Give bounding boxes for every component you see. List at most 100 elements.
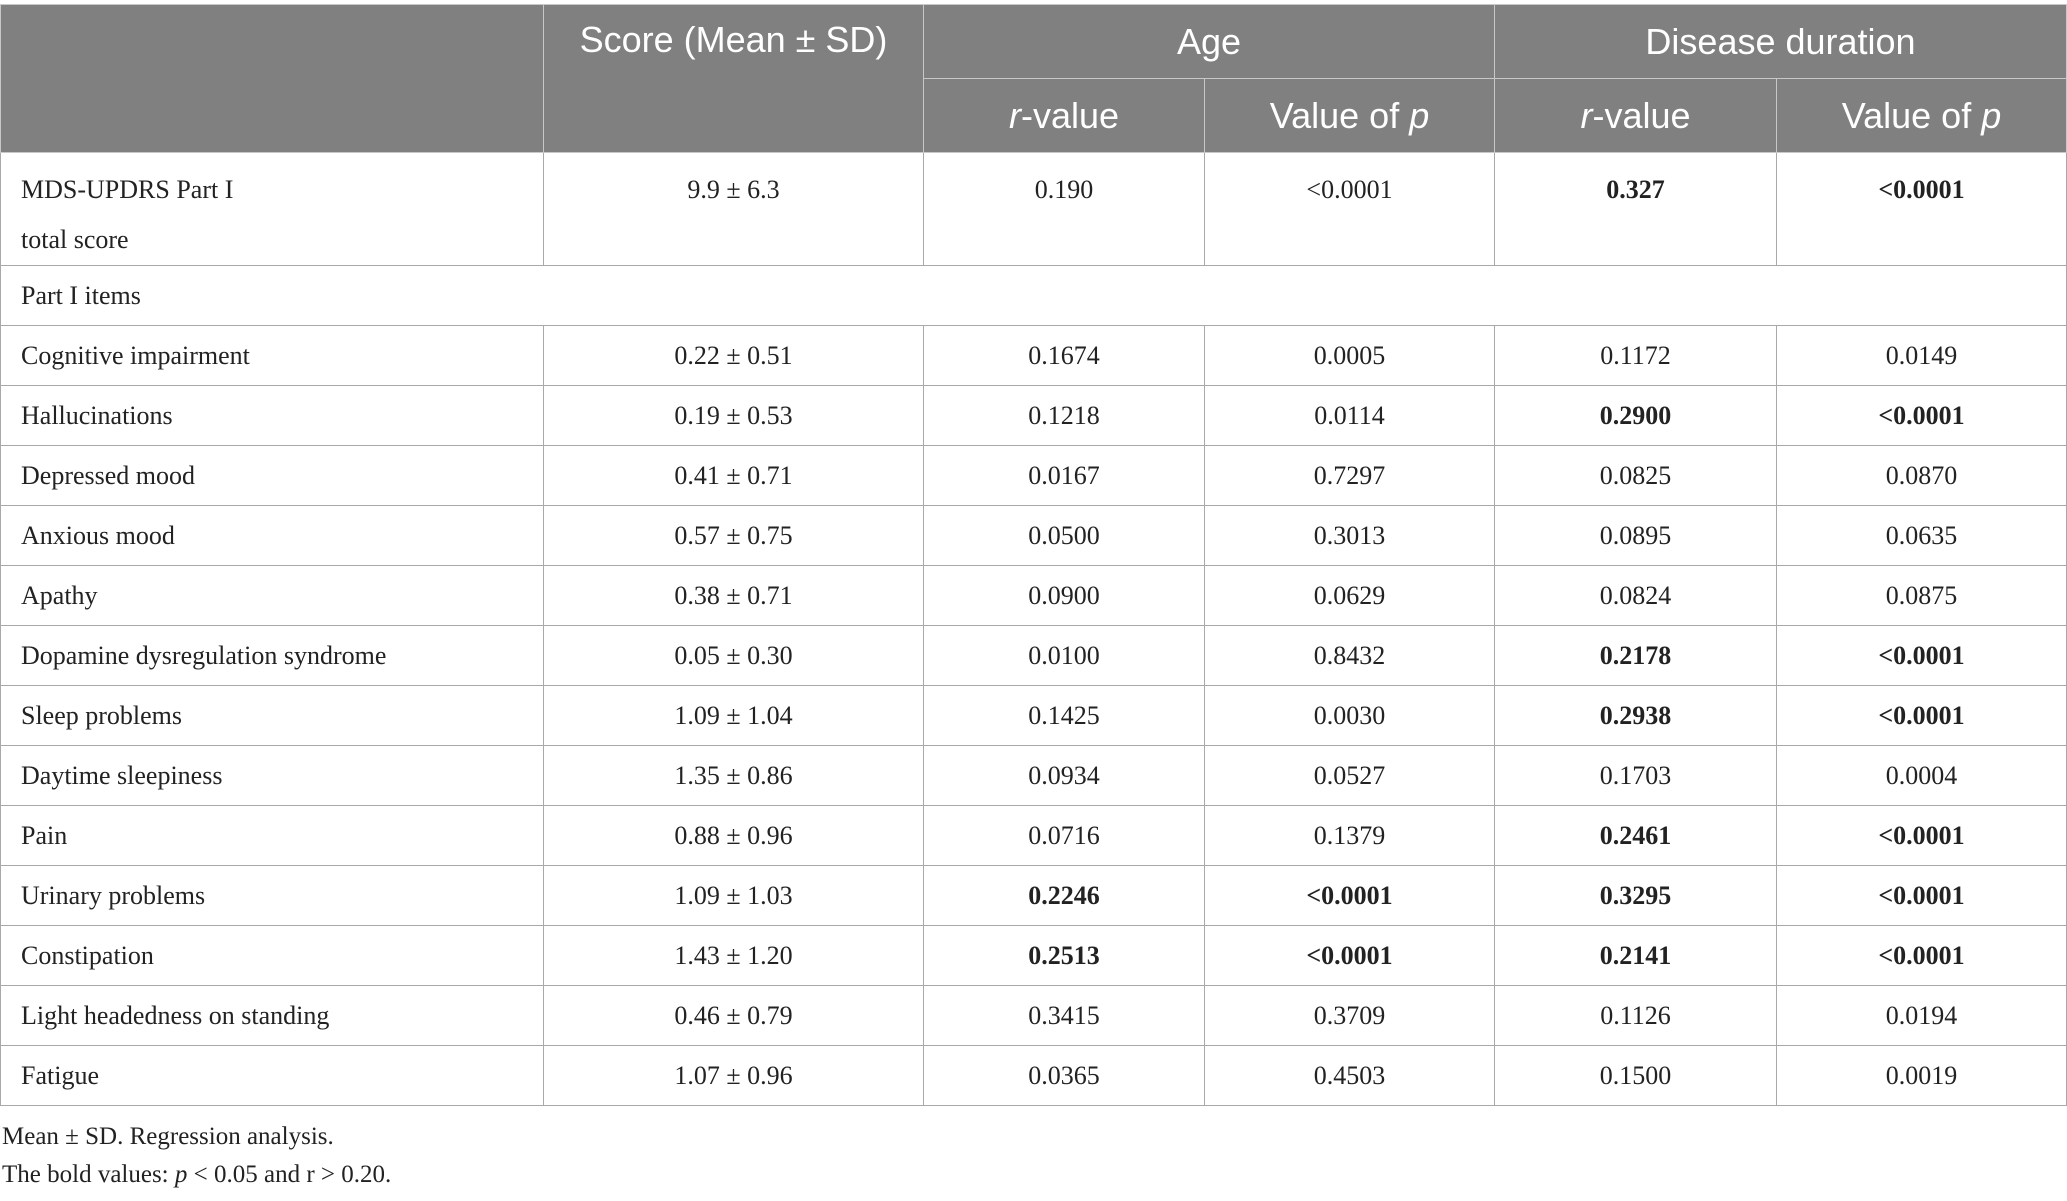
cell-age-p: 0.0527 — [1204, 745, 1495, 806]
total-label: MDS-UPDRS Part I total score — [0, 152, 544, 266]
table-row: Cognitive impairment 0.22 ± 0.51 0.1674 0.0… — [0, 325, 2067, 386]
cell-age-p: <0.0001 — [1204, 925, 1495, 986]
cell-dd-r: 0.2141 — [1494, 925, 1777, 986]
footnote-line1: Mean ± SD. Regression analysis. — [2, 1123, 334, 1150]
cell-age-r: 0.0365 — [923, 1045, 1205, 1106]
footnote-line2-prefix: The bold values: — [2, 1161, 175, 1188]
cell-age-r: 0.0500 — [923, 505, 1205, 566]
cell-dd-r: 0.2900 — [1494, 385, 1777, 446]
cell-label: Fatigue — [0, 1045, 544, 1106]
section-label: Part I items — [0, 265, 2067, 326]
cell-age-r: 0.2246 — [923, 865, 1205, 926]
table-row: Fatigue 1.07 ± 0.96 0.0365 0.4503 0.1500 0.00… — [0, 1045, 2067, 1106]
cell-age-r: 0.3415 — [923, 985, 1205, 1046]
cell-age-p: 0.1379 — [1204, 805, 1495, 866]
total-dd-r: 0.327 — [1494, 152, 1777, 266]
cell-label: Depressed mood — [0, 445, 544, 506]
cell-age-p: 0.7297 — [1204, 445, 1495, 506]
table-row: Constipation 1.43 ± 1.20 0.2513 <0.0001 0.21… — [0, 925, 2067, 986]
cell-dd-p: 0.0194 — [1775, 985, 2067, 1046]
cell-age-p: <0.0001 — [1204, 865, 1495, 926]
cell-age-p: 0.0005 — [1204, 325, 1495, 386]
cell-score: 1.09 ± 1.03 — [543, 865, 924, 926]
cell-age-p: 0.3013 — [1204, 505, 1495, 566]
table-row: Pain 0.88 ± 0.96 0.0716 0.1379 0.2461 <0.0001 — [0, 805, 2067, 866]
cell-dd-p: <0.0001 — [1775, 385, 2067, 446]
cell-age-r: 0.1218 — [923, 385, 1205, 446]
table-row: Anxious mood 0.57 ± 0.75 0.0500 0.3013 0.089… — [0, 505, 2067, 566]
cell-age-p: 0.0114 — [1204, 385, 1495, 446]
header-age-r-value: r-value — [923, 78, 1205, 153]
cell-score: 0.05 ± 0.30 — [543, 625, 924, 686]
results-table: Score (Mean ± SD) Age Disease duration r… — [0, 4, 2067, 1106]
cell-dd-p: <0.0001 — [1775, 625, 2067, 686]
cell-label: Hallucinations — [0, 385, 544, 446]
table-row: Dopamine dysregulation syndrome 0.05 ± 0.… — [0, 625, 2067, 686]
cell-dd-r: 0.0825 — [1494, 445, 1777, 506]
total-dd-p: <0.0001 — [1775, 152, 2067, 266]
footnote-line2-suffix: < 0.05 and r > 0.20. — [187, 1161, 392, 1188]
table-row: Apathy 0.38 ± 0.71 0.0900 0.0629 0.0824 0.087… — [0, 565, 2067, 626]
cell-age-p: 0.0030 — [1204, 685, 1495, 746]
header-age: Age — [923, 4, 1495, 79]
cell-label: Sleep problems — [0, 685, 544, 746]
cell-dd-r: 0.1703 — [1494, 745, 1777, 806]
total-label-line1: MDS-UPDRS Part I — [21, 175, 234, 204]
cell-score: 1.09 ± 1.04 — [543, 685, 924, 746]
cell-age-r: 0.0167 — [923, 445, 1205, 506]
cell-label: Constipation — [0, 925, 544, 986]
cell-label: Light headedness on standing — [0, 985, 544, 1046]
cell-age-r: 0.0716 — [923, 805, 1205, 866]
cell-dd-p: <0.0001 — [1775, 925, 2067, 986]
cell-label: Pain — [0, 805, 544, 866]
cell-dd-r: 0.3295 — [1494, 865, 1777, 926]
cell-dd-r: 0.1126 — [1494, 985, 1777, 1046]
cell-age-r: 0.1674 — [923, 325, 1205, 386]
cell-label: Urinary problems — [0, 865, 544, 926]
r-value-suffix: -value — [1020, 94, 1120, 136]
cell-dd-r: 0.2938 — [1494, 685, 1777, 746]
p-italic: p — [1409, 94, 1430, 136]
header-age-p-value: Value of p — [1204, 78, 1495, 153]
table-row-total: MDS-UPDRS Part I total score 9.9 ± 6.3 0.… — [0, 152, 2067, 266]
cell-dd-r: 0.2461 — [1494, 805, 1777, 866]
cell-dd-p: <0.0001 — [1775, 685, 2067, 746]
header-item-label-empty — [0, 4, 544, 153]
cell-score: 0.88 ± 0.96 — [543, 805, 924, 866]
cell-label: Daytime sleepiness — [0, 745, 544, 806]
cell-dd-r: 0.0895 — [1494, 505, 1777, 566]
cell-age-r: 0.0900 — [923, 565, 1205, 626]
header-dd-r-value: r-value — [1494, 78, 1777, 153]
footnote-p-italic: p — [174, 1161, 188, 1188]
cell-score: 0.57 ± 0.75 — [543, 505, 924, 566]
cell-score: 1.43 ± 1.20 — [543, 925, 924, 986]
table-row: Sleep problems 1.09 ± 1.04 0.1425 0.0030 0.2… — [0, 685, 2067, 746]
table-footnotes: Mean ± SD. Regression analysis. The bold… — [2, 1118, 391, 1194]
cell-label: Cognitive impairment — [0, 325, 544, 386]
table-row: Depressed mood 0.41 ± 0.71 0.0167 0.7297 0.0… — [0, 445, 2067, 506]
header-disease-duration: Disease duration — [1493, 4, 2067, 79]
table-row-section: Part I items — [0, 265, 2067, 326]
cell-score: 0.41 ± 0.71 — [543, 445, 924, 506]
cell-dd-r: 0.0824 — [1494, 565, 1777, 626]
total-age-p: <0.0001 — [1204, 152, 1495, 266]
cell-dd-r: 0.2178 — [1494, 625, 1777, 686]
cell-age-p: 0.0629 — [1204, 565, 1495, 626]
cell-score: 1.07 ± 0.96 — [543, 1045, 924, 1106]
header-score: Score (Mean ± SD) — [543, 4, 924, 153]
total-age-r: 0.190 — [923, 152, 1205, 266]
table-container: Score (Mean ± SD) Age Disease duration r… — [0, 4, 2067, 1106]
table-header: Score (Mean ± SD) Age Disease duration r… — [0, 4, 2067, 153]
p-value-prefix: Value of — [1269, 94, 1410, 136]
cell-label: Dopamine dysregulation syndrome — [0, 625, 544, 686]
footnote-line2: The bold values: p < 0.05 and r > 0.20. — [2, 1156, 391, 1194]
cell-score: 0.38 ± 0.71 — [543, 565, 924, 626]
cell-score: 0.22 ± 0.51 — [543, 325, 924, 386]
cell-age-r: 0.1425 — [923, 685, 1205, 746]
cell-dd-r: 0.1500 — [1494, 1045, 1777, 1106]
table-row: Hallucinations 0.19 ± 0.53 0.1218 0.0114 0.2… — [0, 385, 2067, 446]
cell-dd-r: 0.1172 — [1494, 325, 1777, 386]
total-score: 9.9 ± 6.3 — [543, 152, 924, 266]
cell-score: 1.35 ± 0.86 — [543, 745, 924, 806]
cell-score: 0.46 ± 0.79 — [543, 985, 924, 1046]
